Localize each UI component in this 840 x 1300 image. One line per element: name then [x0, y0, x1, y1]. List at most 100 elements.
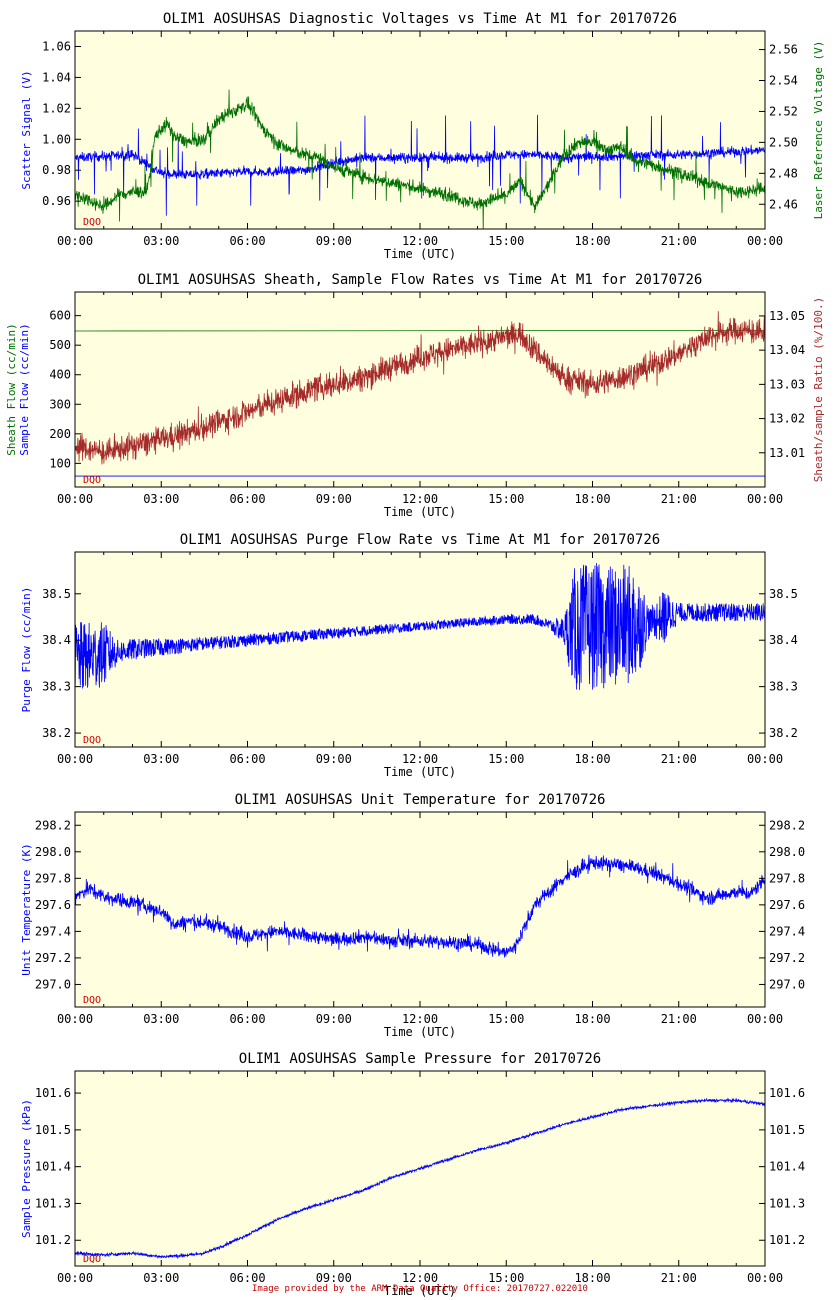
x-tick-label: 21:00 — [661, 492, 697, 506]
series-line-unit-temperature — [75, 854, 765, 958]
y-tick-label-left: 101.6 — [35, 1086, 71, 1100]
x-tick-label: 09:00 — [316, 234, 352, 248]
y-tick-label-left: 400 — [49, 368, 71, 382]
x-tick-label: 21:00 — [661, 234, 697, 248]
y-tick-label-left: 500 — [49, 338, 71, 352]
y-tick-label-right: 101.2 — [769, 1233, 805, 1247]
y-tick-label-left: 1.00 — [42, 132, 71, 146]
x-tick-label: 00:00 — [747, 492, 783, 506]
x-tick-label: 21:00 — [661, 752, 697, 766]
series-group — [75, 854, 765, 958]
x-tick-label: 03:00 — [143, 1271, 179, 1285]
x-tick-label: 03:00 — [143, 234, 179, 248]
plot-area — [75, 552, 765, 747]
x-tick-label: 09:00 — [316, 492, 352, 506]
y-tick-label-left: 101.5 — [35, 1123, 71, 1137]
y-tick-label-left: 38.2 — [42, 726, 71, 740]
y-tick-label-left: 200 — [49, 427, 71, 441]
y-axis-label-left: Scatter Signal (V) — [20, 70, 33, 189]
x-tick-label: 09:00 — [316, 1012, 352, 1026]
series-line-sheath-flow — [75, 330, 765, 332]
x-tick-label: 09:00 — [316, 752, 352, 766]
x-tick-label: 18:00 — [574, 752, 610, 766]
x-tick-label: 00:00 — [57, 492, 93, 506]
x-tick-label: 00:00 — [57, 234, 93, 248]
x-tick-label: 06:00 — [229, 492, 265, 506]
y-tick-label-right: 2.50 — [769, 135, 798, 149]
x-tick-label: 00:00 — [57, 752, 93, 766]
y-tick-label-right: 298.0 — [769, 845, 805, 859]
y-tick-label-right: 101.6 — [769, 1086, 805, 1100]
x-tick-label: 00:00 — [57, 1012, 93, 1026]
y-tick-label-left: 297.6 — [35, 898, 71, 912]
series-line-purge-flow — [75, 563, 765, 692]
y-tick-label-left: 38.4 — [42, 633, 71, 647]
x-tick-label: 21:00 — [661, 1012, 697, 1026]
y-tick-label-right: 38.3 — [769, 680, 798, 694]
series-group — [75, 89, 765, 229]
x-tick-label: 18:00 — [574, 1012, 610, 1026]
dqo-label: DQO — [83, 217, 101, 228]
y-tick-label-right: 101.3 — [769, 1196, 805, 1210]
y-tick-label-right: 13.03 — [769, 377, 805, 391]
y-axis-label-left: Sample Pressure (kPa) — [20, 1099, 33, 1238]
y-tick-label-left: 101.4 — [35, 1160, 71, 1174]
x-axis-label: Time (UTC) — [384, 765, 456, 779]
y-tick-label-left: 0.98 — [42, 163, 71, 177]
series-line-laser-reference-voltage — [75, 89, 765, 229]
y-tick-label-left: 1.06 — [42, 39, 71, 53]
plot-area — [75, 31, 765, 229]
x-tick-label: 12:00 — [402, 1012, 438, 1026]
chart-panel-3: OLIM1 AOSUHSAS Purge Flow Rate vs Time A… — [20, 532, 798, 779]
dqo-label: DQO — [83, 995, 101, 1006]
dqo-label: DQO — [83, 1254, 101, 1265]
chart-title: OLIM1 AOSUHSAS Unit Temperature for 2017… — [235, 792, 606, 808]
series-line-sheath-sample-ratio — [75, 311, 765, 465]
y-tick-label-left: 38.5 — [42, 587, 71, 601]
y-tick-label-left: 101.3 — [35, 1196, 71, 1210]
chart-panel-4: OLIM1 AOSUHSAS Unit Temperature for 2017… — [20, 792, 805, 1039]
chart-title: OLIM1 AOSUHSAS Purge Flow Rate vs Time A… — [180, 532, 660, 548]
series-group — [75, 311, 765, 477]
y-tick-label-left: 600 — [49, 309, 71, 323]
y-tick-label-left: 0.96 — [42, 194, 71, 208]
y-tick-label-left: 297.8 — [35, 871, 71, 885]
y-tick-label-left: 297.2 — [35, 951, 71, 965]
y-tick-label-right: 13.01 — [769, 446, 805, 460]
y-tick-label-right: 297.2 — [769, 951, 805, 965]
x-tick-label: 12:00 — [402, 234, 438, 248]
y-tick-label-right: 38.4 — [769, 633, 798, 647]
x-tick-label: 12:00 — [402, 1271, 438, 1285]
x-tick-label: 03:00 — [143, 492, 179, 506]
plot-area — [75, 292, 765, 487]
dqo-label: DQO — [83, 735, 101, 746]
x-tick-label: 15:00 — [488, 492, 524, 506]
x-tick-label: 00:00 — [747, 1271, 783, 1285]
y-tick-label-left: 1.02 — [42, 101, 71, 115]
x-tick-label: 06:00 — [229, 752, 265, 766]
x-axis-label: Time (UTC) — [384, 1284, 456, 1298]
y-tick-label-right: 2.56 — [769, 43, 798, 57]
x-tick-label: 12:00 — [402, 492, 438, 506]
x-tick-label: 03:00 — [143, 1012, 179, 1026]
series-group — [75, 563, 765, 692]
y-tick-label-right: 38.2 — [769, 726, 798, 740]
y-tick-label-left: 297.0 — [35, 977, 71, 991]
x-tick-label: 15:00 — [488, 752, 524, 766]
y-axis-label-right: Sheath/sample Ratio (%/100.) — [812, 297, 825, 482]
x-tick-label: 09:00 — [316, 1271, 352, 1285]
y-tick-label-left: 300 — [49, 397, 71, 411]
y-tick-label-right: 2.54 — [769, 74, 798, 88]
chart-panel-2: OLIM1 AOSUHSAS Sheath, Sample Flow Rates… — [5, 272, 825, 519]
y-tick-label-right: 13.05 — [769, 309, 805, 323]
x-axis-label: Time (UTC) — [384, 505, 456, 519]
y-tick-label-right: 13.04 — [769, 343, 805, 357]
series-line-sample-pressure — [75, 1097, 765, 1259]
chart-title: OLIM1 AOSUHSAS Sheath, Sample Flow Rates… — [138, 272, 703, 288]
x-tick-label: 00:00 — [57, 1271, 93, 1285]
y-axis-label-left: Purge Flow (cc/min) — [20, 587, 33, 713]
y-axis-label-left: Sheath Flow (cc/min) — [5, 323, 18, 455]
x-tick-label: 06:00 — [229, 1012, 265, 1026]
y-tick-label-left: 1.04 — [42, 70, 71, 84]
